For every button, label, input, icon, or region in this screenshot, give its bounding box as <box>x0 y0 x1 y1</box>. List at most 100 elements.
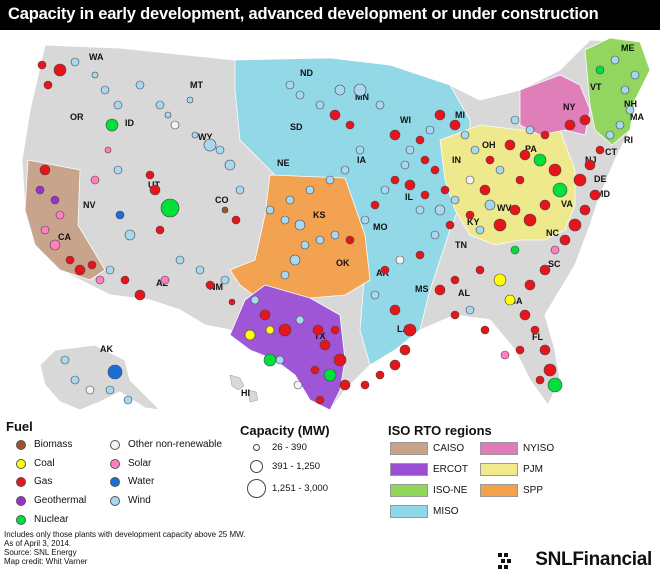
capacity-circle-small <box>253 444 260 451</box>
plant-marker-gas <box>360 380 370 390</box>
plant-marker-wind <box>175 255 185 265</box>
miso-swatch <box>390 505 428 518</box>
state-label-mt: MT <box>190 80 203 90</box>
capacity-label-small: 26 - 390 <box>272 442 307 453</box>
plant-marker-gas <box>65 255 75 265</box>
plant-marker-gas <box>345 120 355 130</box>
plant-marker-wind <box>113 100 123 110</box>
plant-marker-gas <box>450 275 460 285</box>
plant-marker-solar <box>95 275 105 285</box>
plant-marker-wind <box>60 355 70 365</box>
plant-marker-gas <box>390 175 400 185</box>
plant-marker-wind <box>630 70 640 80</box>
plant-marker-gas <box>589 189 601 201</box>
plant-marker-wind <box>484 199 496 211</box>
plant-marker-wind <box>300 240 310 250</box>
plant-marker-wind <box>360 215 370 225</box>
plant-marker-gas <box>445 220 455 230</box>
footnotes: Includes only those plants with developm… <box>4 530 245 566</box>
plant-marker-wind <box>113 165 123 175</box>
gas-swatch <box>16 477 26 487</box>
plant-marker-gas <box>515 175 525 185</box>
title-bar: Capacity in early development, advanced … <box>0 0 660 30</box>
state-label-de: DE <box>594 174 607 184</box>
plant-marker-gas <box>523 213 537 227</box>
plant-marker-gas <box>333 353 347 367</box>
plant-marker-wind <box>91 71 99 79</box>
plant-marker-gas <box>155 225 165 235</box>
plant-marker-gas <box>53 63 67 77</box>
plant-marker-coal <box>244 329 256 341</box>
plant-marker-wind <box>610 55 620 65</box>
plant-marker-solar <box>40 225 50 235</box>
plant-marker-wind <box>224 159 236 171</box>
state-label-ca: CA <box>58 232 71 242</box>
plant-marker-wind <box>203 138 217 152</box>
plant-marker-gas <box>440 185 450 195</box>
plant-marker-wind <box>105 265 115 275</box>
state-label-wa: WA <box>89 52 104 62</box>
state-label-wv: WV <box>497 203 512 213</box>
plant-marker-gas <box>519 149 531 161</box>
plant-marker-wind <box>295 315 305 325</box>
state-label-il: IL <box>405 192 414 202</box>
plant-marker-wind <box>430 230 440 240</box>
plant-marker-wind <box>295 90 305 100</box>
plant-marker-gas <box>345 235 355 245</box>
plant-marker-gas <box>87 260 97 270</box>
isone-region <box>584 37 651 146</box>
capacity-label-large: 1,251 - 3,000 <box>272 483 328 494</box>
footnote-scope: Includes only those plants with developm… <box>4 530 246 539</box>
plant-marker-wind <box>330 230 340 240</box>
plant-marker-wind <box>186 96 194 104</box>
state-label-fl: FL <box>532 332 543 342</box>
state-label-vt: VT <box>590 82 602 92</box>
brand: SNLFinancial <box>492 549 652 573</box>
plant-marker-gas <box>370 200 380 210</box>
plant-marker-gas <box>389 304 401 316</box>
plant-marker-wind <box>340 165 350 175</box>
spp-swatch <box>480 484 518 497</box>
plant-marker-nuclear <box>552 182 568 198</box>
plant-marker-wind <box>164 111 172 119</box>
plant-marker-water <box>107 364 123 380</box>
plant-marker-coal <box>493 273 507 287</box>
plant-marker-wind <box>615 120 625 130</box>
plant-marker-gas <box>134 289 146 301</box>
plant-marker-wind <box>155 100 165 110</box>
plant-marker-wind <box>124 229 136 241</box>
plant-marker-other-non-renewable <box>465 175 475 185</box>
fuel-label-wind: Wind <box>128 495 151 506</box>
plant-marker-other-non-renewable <box>170 120 180 130</box>
alaska-land <box>39 344 162 411</box>
fuel-label-solar: Solar <box>128 458 152 469</box>
plant-marker-wind <box>285 80 295 90</box>
capacity-legend-title: Capacity (MW) <box>240 423 330 438</box>
state-label-ri: RI <box>624 135 633 145</box>
plant-marker-gas <box>519 309 531 321</box>
other-non-renewable-swatch <box>110 440 120 450</box>
state-label-pa: PA <box>525 144 537 154</box>
plant-marker-wind <box>215 145 225 155</box>
plant-marker-gas <box>310 365 320 375</box>
state-label-nd: ND <box>300 68 313 78</box>
state-label-tn: TN <box>455 240 467 250</box>
plant-marker-wind <box>289 254 301 266</box>
plant-marker-gas <box>420 190 430 200</box>
state-label-wy: WY <box>198 132 213 142</box>
rto-label-nyiso: NYISO <box>523 443 555 454</box>
plant-marker-gas <box>399 344 411 356</box>
plant-marker-gas <box>543 363 557 377</box>
plant-marker-gas <box>539 199 551 211</box>
state-label-ga: GA <box>509 296 523 306</box>
state-label-nv: NV <box>83 200 96 210</box>
plant-marker-wind <box>100 85 110 95</box>
plant-marker-wind <box>315 235 325 245</box>
capacity-label-medium: 391 - 1,250 <box>272 461 321 472</box>
state-label-ok: OK <box>336 258 350 268</box>
fuel-label-water: Water <box>128 476 155 487</box>
plant-marker-solar <box>55 210 65 220</box>
plant-marker-nuclear <box>547 377 563 393</box>
pjm-swatch <box>480 463 518 476</box>
plant-marker-gas <box>278 323 292 337</box>
